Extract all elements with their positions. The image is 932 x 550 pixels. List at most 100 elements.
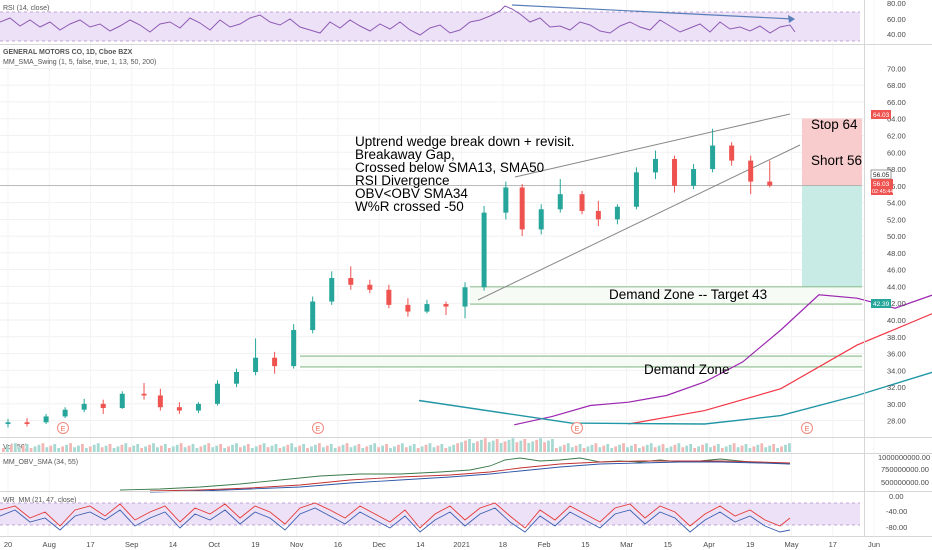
candle-body [633,172,639,207]
volume-bar [73,447,76,452]
volume-bar [582,448,586,452]
volume-bar [428,443,432,452]
obv-sma34-line [149,460,791,492]
sma50-line [628,313,932,425]
volume-bar [452,444,456,452]
volume-bar [673,444,677,452]
volume-bar [116,446,120,452]
wr-panel[interactable]: WR_MM (21, 47, close) 0.00 -40.00 -80.00 [0,492,907,533]
candle-body [481,212,487,288]
volume-bar [491,440,495,452]
price-tick: 68.00 [887,81,906,90]
volume-bar [716,444,720,452]
price-tick: 44.00 [887,282,906,291]
wedge-lower-line[interactable] [477,144,801,301]
price-tick: 32.00 [887,383,906,392]
volume-bar [53,444,57,452]
volume-bar [558,446,562,452]
earnings-marker-1[interactable]: E [57,422,69,434]
candle-body [652,158,658,173]
volume-bar [728,444,732,452]
volume-bar [310,446,313,452]
rsi-panel[interactable]: RSI (14, close) 80.00 60.00 40.00 [0,0,906,42]
volume-bar [207,443,211,452]
candle-body [310,301,316,331]
volume-bar [614,446,618,452]
candle-body [195,403,201,411]
price-tick: 52.00 [887,215,906,224]
volume-bar [242,445,246,452]
volume-bar [736,447,740,452]
demand-target-label: Demand Zone -- Target 43 [609,287,767,302]
volume-bar [562,444,566,452]
volume-bar [167,448,171,452]
price-tick: 50.00 [887,232,906,241]
volume-bar [527,443,531,452]
volume-bar [282,446,286,452]
candlesticks [5,128,773,428]
volume-bar [606,444,610,452]
candle-body [272,357,278,367]
volume-bar [163,444,167,452]
rsi-line [0,5,796,36]
volume-bar [657,445,661,452]
earnings-marker-4[interactable]: E [801,422,813,434]
candle-body [424,304,430,312]
volume-bar [136,444,140,452]
obv-panel[interactable]: MM_OBV_SMA (34, 55) 1000000000.00 750000… [3,453,930,493]
volume-bar [108,444,112,452]
volume-bar [551,439,554,452]
price-panel[interactable]: GENERAL MOTORS CO, 1D, Cboe BZX MM_SMA_S… [0,49,932,434]
volume-bar [519,440,523,452]
volume-bar [254,446,258,452]
volume-bar [96,443,100,452]
x-tick: May [784,540,798,549]
volume-bar [476,441,479,452]
volume-bar [361,448,365,452]
volume-bar [543,442,546,452]
wr-fast-line [0,502,791,529]
rsi-divergence-arrowhead [788,15,795,23]
volume-bar [448,446,452,452]
volume-bar [681,447,685,452]
time-axis[interactable]: 20 Aug 17 Sep 14 Oct 19 Nov 16 Dec 14 2021 18 Feb 15 Ma… [4,540,880,549]
volume-bar [92,444,96,452]
volume-bar [294,447,298,452]
volume-bar [503,441,507,452]
volume-bar [641,446,645,452]
volume-panel[interactable]: Vol (50) [2,438,791,452]
target-zone[interactable] [802,185,862,300]
earnings-marker-3[interactable]: E [571,422,583,434]
thesis-annotation[interactable]: Uptrend wedge break down + revisit. Brea… [355,134,575,214]
volume-bar [665,448,669,452]
wr-slow-line [0,507,791,533]
thesis-line-1: Uptrend wedge break down + revisit. [355,134,575,149]
volume-bar [677,443,681,452]
volume-bar [464,440,467,452]
price-axis[interactable]: 70.00 68.00 66.00 64.00 62.00 60.00 58.00 56.00… [887,64,906,425]
price-subtitle: MM_SMA_Swing (1, 5, false, true, 1, 13, … [3,59,156,66]
wr-tick-0: 0.00 [889,492,904,501]
rsi-tick-40: 40.00 [887,30,906,39]
volume-bars [2,438,791,452]
volume-bar [120,444,124,452]
stop-zone[interactable] [802,118,862,186]
volume-bar [732,443,736,452]
candle-body [141,393,147,396]
volume-bar [211,447,215,452]
volume-bar [45,447,49,452]
price-badge-last: 56.05 [870,169,892,180]
x-tick: Mar [620,540,633,549]
volume-bar [385,444,388,452]
earnings-marker-2[interactable]: E [312,422,324,434]
volume-bar [286,444,290,452]
candle-body [329,278,335,302]
candle-body [748,160,754,182]
volume-bar [219,444,223,452]
demand-zone-upper[interactable] [470,286,862,305]
wedge-upper-line[interactable] [514,113,791,178]
volume-bar [495,439,499,452]
demand-zone-lower[interactable] [300,356,862,367]
volume-bar [610,448,614,452]
